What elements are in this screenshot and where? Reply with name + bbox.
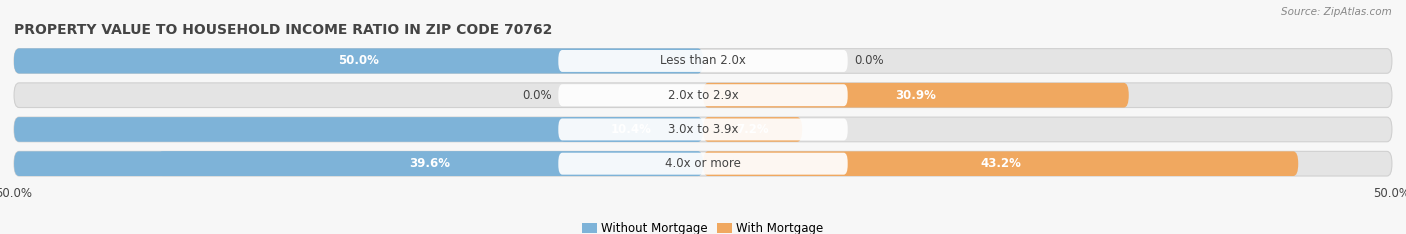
FancyBboxPatch shape xyxy=(14,49,703,73)
Text: Less than 2.0x: Less than 2.0x xyxy=(659,55,747,67)
FancyBboxPatch shape xyxy=(703,117,803,142)
Text: 39.6%: 39.6% xyxy=(409,157,451,170)
Legend: Without Mortgage, With Mortgage: Without Mortgage, With Mortgage xyxy=(578,217,828,234)
Text: 7.2%: 7.2% xyxy=(737,123,769,136)
FancyBboxPatch shape xyxy=(14,83,1392,108)
FancyBboxPatch shape xyxy=(558,50,848,72)
Text: 3.0x to 3.9x: 3.0x to 3.9x xyxy=(668,123,738,136)
FancyBboxPatch shape xyxy=(558,118,848,140)
FancyBboxPatch shape xyxy=(14,117,703,142)
Text: 43.2%: 43.2% xyxy=(980,157,1021,170)
FancyBboxPatch shape xyxy=(157,151,703,176)
Text: 10.4%: 10.4% xyxy=(612,123,652,136)
Text: 30.9%: 30.9% xyxy=(896,89,936,102)
FancyBboxPatch shape xyxy=(14,49,1392,73)
Text: 0.0%: 0.0% xyxy=(855,55,884,67)
Text: 2.0x to 2.9x: 2.0x to 2.9x xyxy=(668,89,738,102)
Text: 4.0x or more: 4.0x or more xyxy=(665,157,741,170)
FancyBboxPatch shape xyxy=(703,151,1298,176)
Text: PROPERTY VALUE TO HOUSEHOLD INCOME RATIO IN ZIP CODE 70762: PROPERTY VALUE TO HOUSEHOLD INCOME RATIO… xyxy=(14,23,553,37)
Text: 0.0%: 0.0% xyxy=(522,89,551,102)
FancyBboxPatch shape xyxy=(14,49,703,73)
FancyBboxPatch shape xyxy=(14,117,1392,142)
Text: Source: ZipAtlas.com: Source: ZipAtlas.com xyxy=(1281,7,1392,17)
FancyBboxPatch shape xyxy=(703,83,1129,108)
FancyBboxPatch shape xyxy=(558,84,848,106)
FancyBboxPatch shape xyxy=(14,151,1392,176)
FancyBboxPatch shape xyxy=(558,153,848,175)
FancyBboxPatch shape xyxy=(14,151,703,176)
Text: 50.0%: 50.0% xyxy=(337,55,380,67)
FancyBboxPatch shape xyxy=(560,117,703,142)
